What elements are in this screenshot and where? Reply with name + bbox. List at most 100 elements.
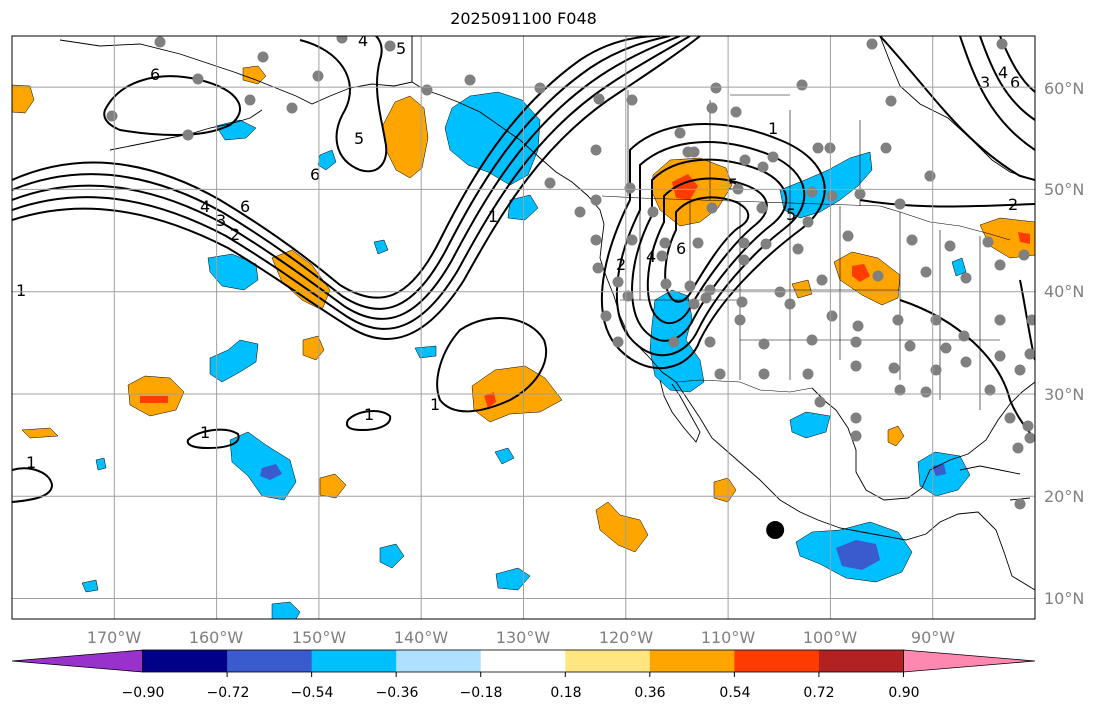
station-dot [626, 94, 638, 106]
station-dot [544, 177, 556, 189]
station-dot [906, 234, 918, 246]
colorbar-extend-max [903, 649, 1036, 673]
station-dot [816, 274, 828, 286]
contour-label: 1 [488, 207, 498, 226]
station-dot [1014, 364, 1026, 376]
strong-positive-anomaly [484, 392, 496, 408]
station-dot [688, 146, 700, 158]
contour-label: 2 [230, 225, 240, 244]
colorbar-tick-label: −0.72 [207, 685, 250, 701]
latitude-label: 60°N [1044, 79, 1084, 98]
station-dot [704, 284, 716, 296]
station-dot [984, 384, 996, 396]
gridlines [12, 36, 1035, 619]
contour-line [12, 36, 701, 340]
map-panel: 1 1 1 1 1 1 1 2 2 2 3 3 4 4 4 4 5 5 5 5 … [12, 36, 1035, 619]
positive-anomaly [21, 427, 59, 439]
station-markers [106, 36, 1035, 510]
longitude-labels: 170°W 160°W 150°W 140°W 130°W 120°W 110°… [87, 628, 955, 647]
contour-labels: 1 1 1 1 1 1 1 2 2 2 3 3 4 4 4 4 5 5 5 5 … [16, 36, 1020, 472]
station-dot [944, 240, 956, 252]
station-dot [958, 330, 970, 342]
station-dot [854, 188, 866, 200]
station-dot [710, 82, 722, 94]
longitude-label: 120°W [599, 628, 654, 647]
colorbar-segment [565, 650, 651, 672]
coastline-baja [659, 379, 701, 443]
station-dot [590, 194, 602, 206]
colorbar-tick-label: −0.18 [460, 685, 503, 701]
border-us-mexico [675, 379, 813, 393]
station-dot [738, 237, 750, 249]
negative-anomaly [95, 457, 107, 471]
contour-label: 3 [216, 211, 226, 230]
contour-line [103, 75, 241, 136]
map-frame [11, 35, 1036, 620]
latitude-label: 50°N [1044, 180, 1084, 199]
station-dot [888, 362, 900, 374]
station-dot [872, 270, 884, 282]
contour-label: 1 [200, 423, 210, 442]
colorbar-tick-label: 0.36 [634, 685, 665, 701]
station-dot [850, 360, 862, 372]
station-dot [758, 338, 770, 350]
station-dot [757, 161, 769, 173]
station-dot [920, 266, 932, 278]
contour-label: 4 [200, 197, 210, 216]
station-dot [924, 170, 936, 182]
longitude-label: 100°W [803, 628, 858, 647]
negative-anomaly [495, 567, 531, 591]
station-dot [894, 198, 906, 210]
contour-label: 4 [998, 63, 1008, 82]
negative-anomaly [209, 339, 259, 383]
station-dot [647, 206, 659, 218]
positive-anomaly [833, 251, 901, 306]
station-dot [736, 296, 748, 308]
station-dot [1024, 348, 1035, 360]
political-borders [411, 36, 1011, 410]
positive-anomaly [319, 473, 347, 499]
colorbar-tick-label: 0.18 [550, 685, 581, 701]
contours [12, 36, 1035, 503]
station-dot [814, 396, 826, 408]
longitude-label: 130°W [496, 628, 551, 647]
station-dot [106, 110, 118, 122]
contour-line [859, 199, 1035, 208]
station-dot [866, 38, 878, 50]
coastline-caribbean [959, 465, 1031, 501]
positive-anomaly [595, 501, 649, 553]
colorbar-tick-label: 0.72 [803, 685, 834, 701]
strong-positive-anomaly [852, 264, 870, 282]
station-dot [767, 151, 779, 163]
positive-anomaly [12, 84, 35, 114]
colorbar-tick-label: −0.90 [122, 685, 165, 701]
negative-anomaly [207, 253, 259, 291]
station-dot [674, 127, 686, 139]
station-dot [904, 340, 916, 352]
colorbar-tick-label: 0.54 [719, 685, 750, 701]
station-dot [994, 259, 1006, 271]
contour-line [12, 36, 671, 310]
contour-line [12, 36, 661, 299]
station-dot [286, 102, 298, 114]
station-dot [612, 276, 624, 288]
station-dot [1026, 314, 1035, 326]
latitude-label: 40°N [1044, 282, 1084, 301]
station-dot [994, 350, 1006, 362]
station-dot [734, 314, 746, 326]
station-dot [850, 412, 862, 424]
station-dot [688, 298, 700, 310]
longitude-label: 110°W [701, 628, 756, 647]
contour-label: 2 [616, 255, 626, 274]
province-lines [627, 90, 861, 206]
station-dot [714, 368, 726, 380]
station-dot [706, 102, 718, 114]
coastline-gulf [811, 381, 1035, 501]
station-dot [660, 278, 672, 290]
contour-label: 6 [240, 197, 250, 216]
colorbar-tick-label: −0.36 [376, 685, 419, 701]
contour-label: 1 [768, 119, 778, 138]
positive-anomaly [242, 65, 267, 85]
station-dot [656, 250, 668, 262]
